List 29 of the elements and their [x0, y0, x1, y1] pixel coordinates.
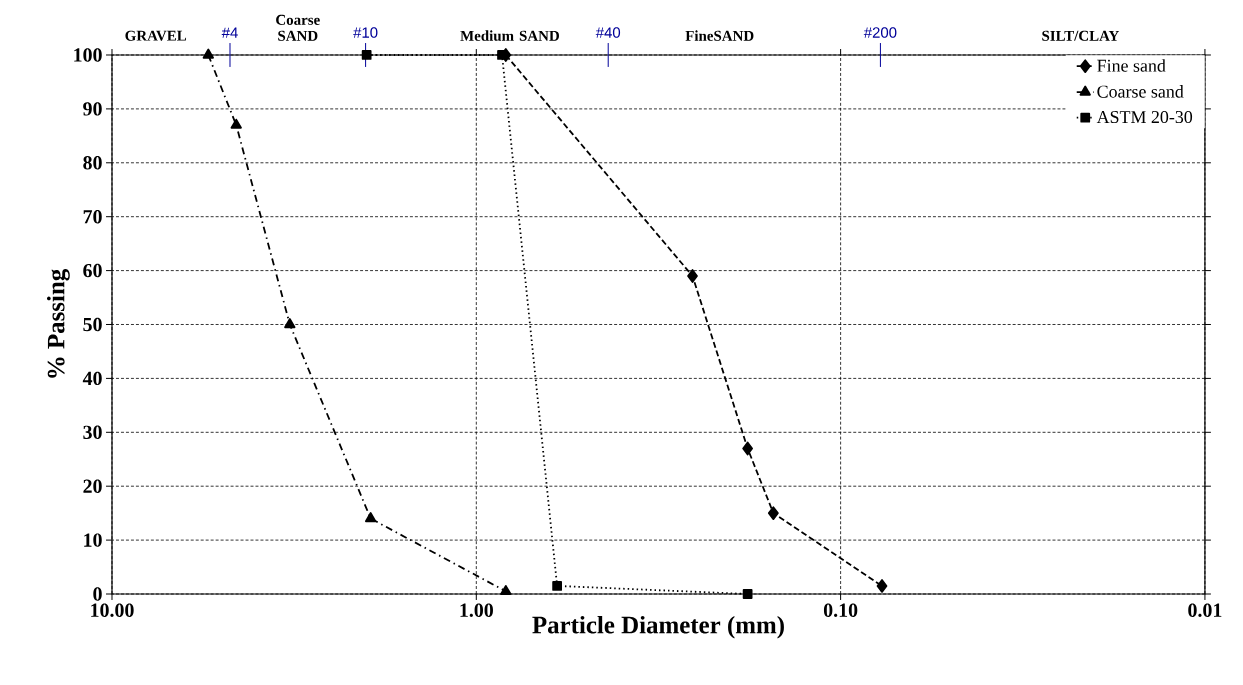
y-tick-label: 30: [83, 425, 102, 440]
y-tick-label: 60: [83, 263, 102, 278]
y-tick-label: 40: [82, 371, 102, 386]
text: #40: [595, 27, 621, 38]
x-tick-label: 0.01: [1188, 603, 1222, 618]
y-tick-label: 10: [84, 533, 102, 547]
text: FineSAND: [685, 30, 754, 41]
text: SILT/CLAY: [1042, 30, 1120, 41]
text: #10: [353, 27, 378, 38]
text: #4: [221, 27, 238, 38]
x-tick-label: 0.10: [823, 603, 858, 618]
y-tick-label: 80: [83, 156, 102, 170]
y-tick-label: 50: [83, 317, 102, 332]
y-tick-label: 100: [74, 48, 102, 62]
x-tick-label: 10.00: [91, 603, 134, 618]
y-tick-label: 90: [83, 102, 102, 116]
text: #200: [863, 27, 897, 38]
text: Medium SAND: [460, 30, 559, 41]
text: GRAVEL: [125, 30, 187, 41]
y-tick-label: 70: [83, 209, 102, 224]
legend-label: ASTM 20-30: [1096, 110, 1193, 124]
y-tick-label: 20: [83, 479, 102, 493]
x-tick-label: 1.00: [460, 603, 493, 618]
text: Coarse SAND: [276, 14, 320, 41]
y-tick-label: 0: [93, 587, 102, 601]
legend-label: Coarse sand: [1097, 85, 1184, 98]
x-axis-title: Particle Diameter (mm): [532, 615, 784, 639]
y-axis-title: % Passing: [46, 269, 70, 378]
legend-label: Fine sand: [1097, 59, 1166, 72]
